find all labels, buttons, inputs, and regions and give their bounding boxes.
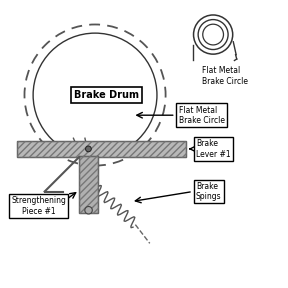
Text: Brake
Lever #1: Brake Lever #1 [196,139,230,159]
Text: Brake
Spings: Brake Spings [196,182,221,201]
Bar [79,156,98,213]
Circle shape [85,206,92,214]
Text: Brake Drum: Brake Drum [74,90,139,100]
Text: Flat Metal
Brake Circle: Flat Metal Brake Circle [179,105,225,125]
Text: Strengthening
Piece #1: Strengthening Piece #1 [12,196,66,216]
Circle shape [86,146,91,152]
Text: Flat Metal
Brake Circle: Flat Metal Brake Circle [202,66,248,86]
Bar [79,156,98,213]
Bar [17,141,186,157]
Bar [17,141,186,157]
